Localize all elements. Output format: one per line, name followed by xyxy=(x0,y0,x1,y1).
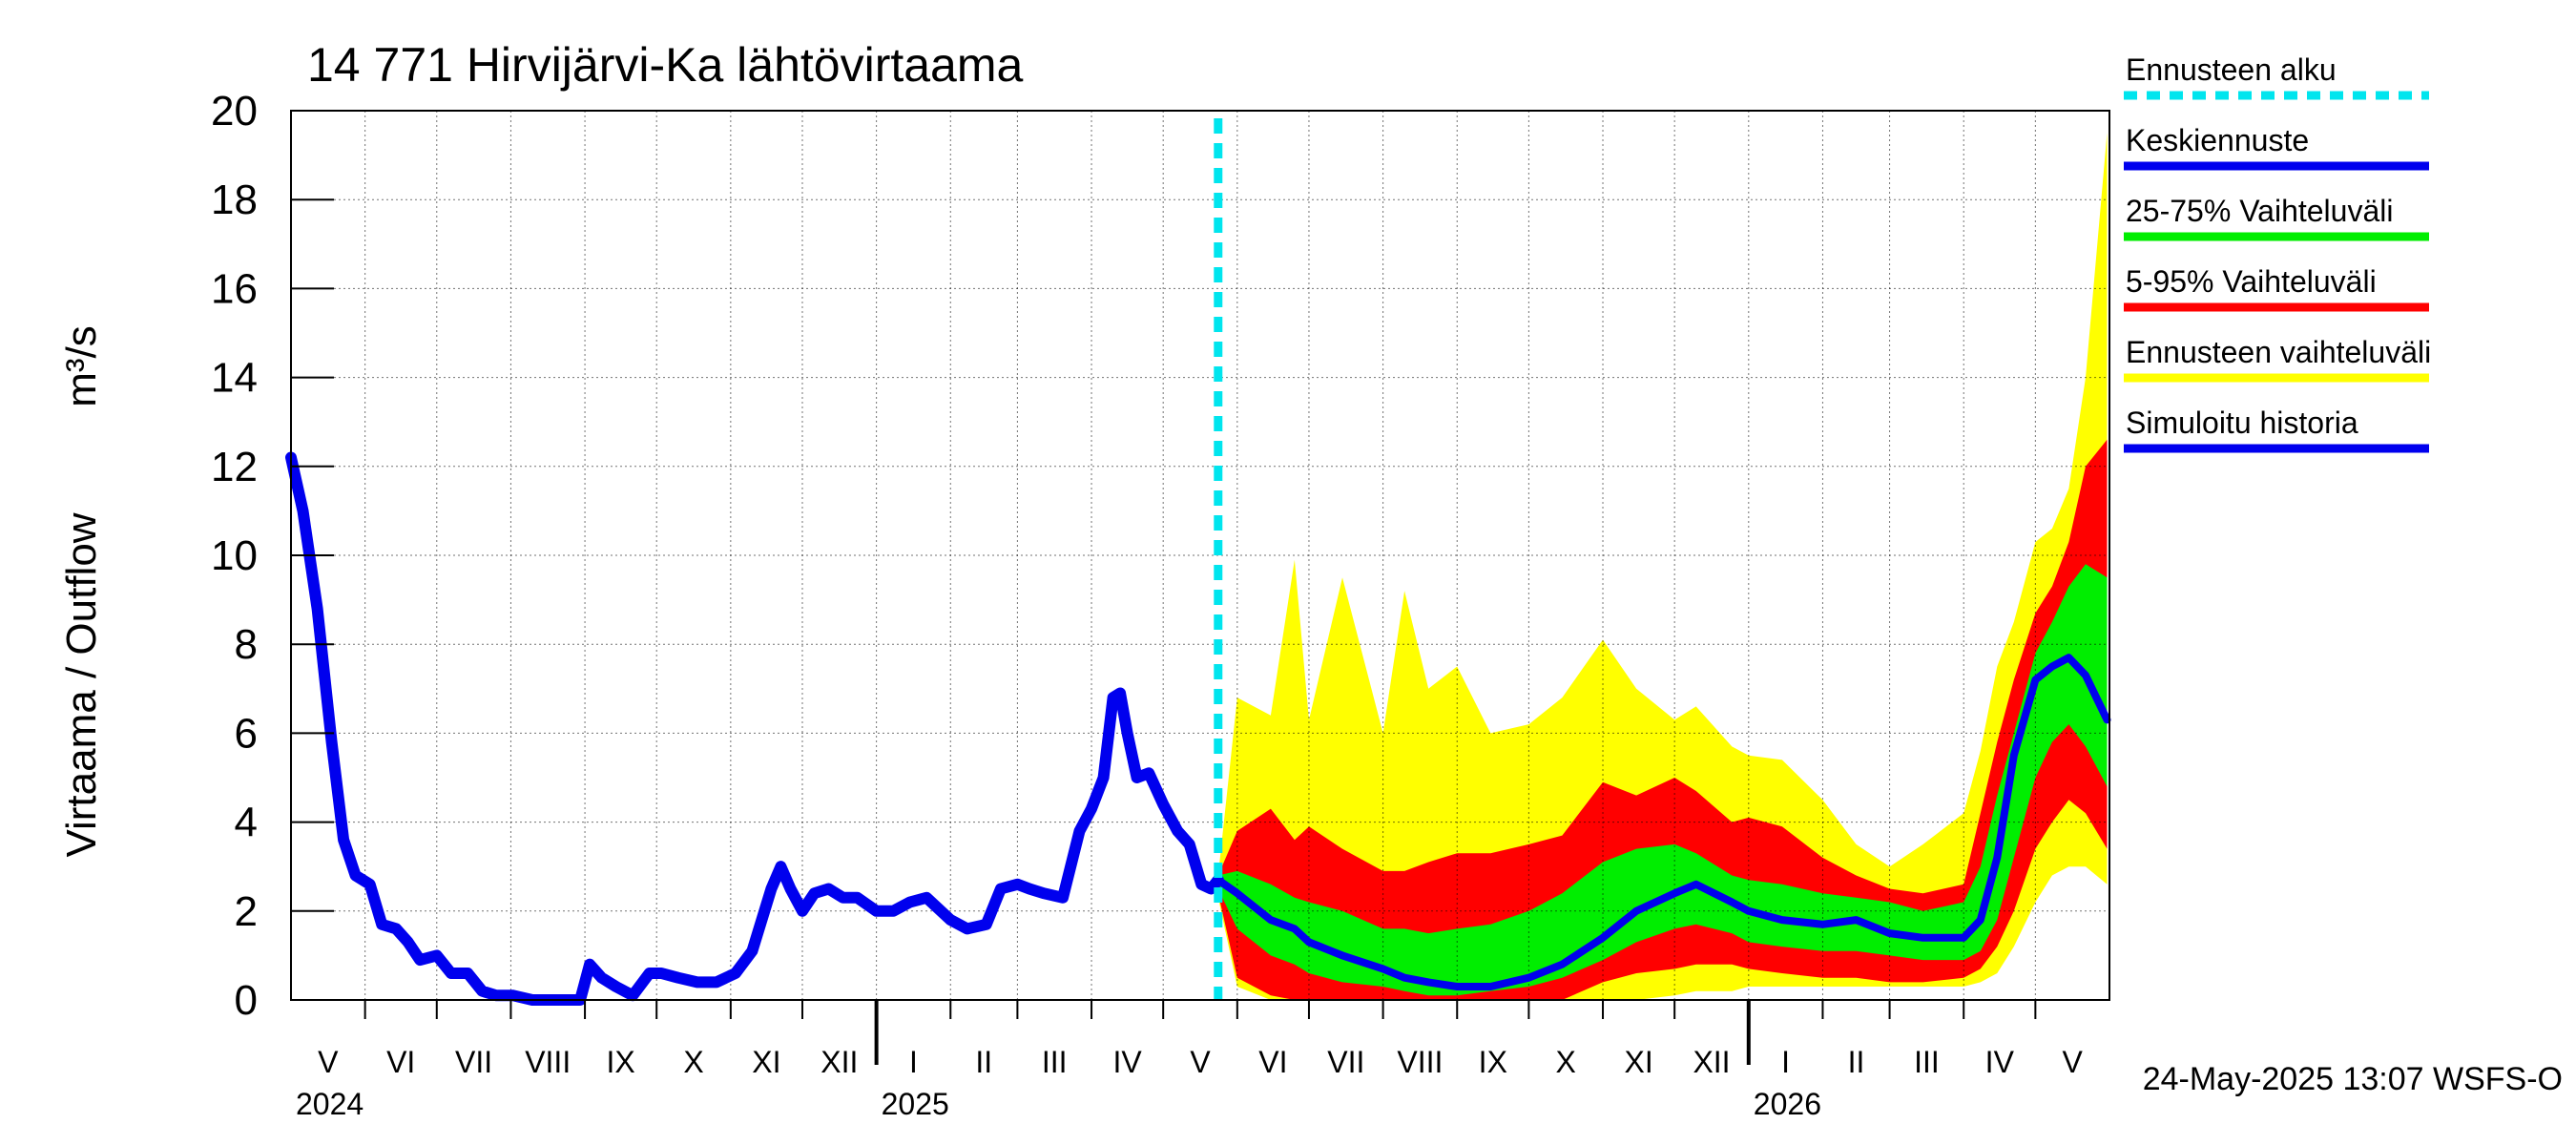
x-year-label: 2026 xyxy=(1754,1087,1821,1121)
legend-label: Keskiennuste xyxy=(2126,123,2309,157)
y-axis-unit: m³/s xyxy=(58,325,105,407)
x-month-label: VIII xyxy=(525,1045,571,1079)
x-year-label: 2024 xyxy=(296,1087,364,1121)
y-tick-label: 12 xyxy=(211,444,258,490)
median-forecast-line xyxy=(1214,654,2111,990)
x-month-label: VII xyxy=(1327,1045,1364,1079)
y-tick-label: 8 xyxy=(235,621,258,668)
chart-title: 14 771 Hirvijärvi-Ka lähtövirtaama xyxy=(307,38,1024,92)
y-tick-label: 2 xyxy=(235,888,258,935)
x-month-label: VI xyxy=(1258,1045,1287,1079)
band-5-95 xyxy=(1217,439,2108,1000)
x-month-label: XI xyxy=(1624,1045,1652,1079)
x-month-label: II xyxy=(1848,1045,1865,1079)
legend-label: Ennusteen vaihteluväli xyxy=(2126,335,2431,369)
legend-label: Simuloitu historia xyxy=(2126,406,2358,440)
timestamp: 24-May-2025 13:07 WSFS-O xyxy=(2143,1061,2563,1097)
grid xyxy=(291,111,2109,1000)
y-tick-label: 0 xyxy=(235,977,258,1024)
x-month-label: X xyxy=(683,1045,703,1079)
legend: Ennusteen alku Keskiennuste 25-75% Vaihtel… xyxy=(2124,52,2431,453)
x-month-label: VIII xyxy=(1397,1045,1443,1079)
x-month-label: III xyxy=(1914,1045,1940,1079)
x-month-label: IX xyxy=(1479,1045,1507,1079)
y-tick-label: 18 xyxy=(211,177,258,223)
y-tick-label: 4 xyxy=(235,800,258,846)
y-tick-label: 14 xyxy=(211,355,258,402)
x-month-label: XI xyxy=(752,1045,780,1079)
band-25-75 xyxy=(1217,564,2108,996)
y-tick-label: 20 xyxy=(211,88,258,135)
y-tick-label: 10 xyxy=(211,532,258,579)
y-axis-label: Virtaama / Outflow xyxy=(58,512,105,857)
forecast-bands xyxy=(1217,133,2108,1001)
x-month-label: I xyxy=(1781,1045,1790,1079)
x-month-label: XII xyxy=(1693,1045,1730,1079)
y-tick-label: 16 xyxy=(211,265,258,312)
x-month-label: VII xyxy=(455,1045,492,1079)
x-month-label: XII xyxy=(821,1045,858,1079)
x-month-label: V xyxy=(1190,1045,1211,1079)
band-forecast-range xyxy=(1217,133,2108,1001)
x-month-label: IX xyxy=(606,1045,634,1079)
x-month-label: V xyxy=(2063,1045,2084,1079)
legend-label: 25-75% Vaihteluväli xyxy=(2126,194,2393,228)
x-month-label: VI xyxy=(386,1045,415,1079)
x-month-label: I xyxy=(909,1045,918,1079)
x-year-label: 2025 xyxy=(882,1087,949,1121)
simulated-history-line xyxy=(285,451,1224,1006)
x-month-label: X xyxy=(1556,1045,1576,1079)
legend-label: 5-95% Vaihteluväli xyxy=(2126,264,2377,299)
legend-label: Ennusteen alku xyxy=(2126,52,2337,87)
x-month-label: III xyxy=(1042,1045,1068,1079)
x-month-label: V xyxy=(318,1045,339,1079)
x-month-label: IV xyxy=(1985,1045,2015,1079)
x-month-label: II xyxy=(975,1045,992,1079)
y-tick-label: 6 xyxy=(235,710,258,757)
x-month-label: IV xyxy=(1112,1045,1142,1079)
